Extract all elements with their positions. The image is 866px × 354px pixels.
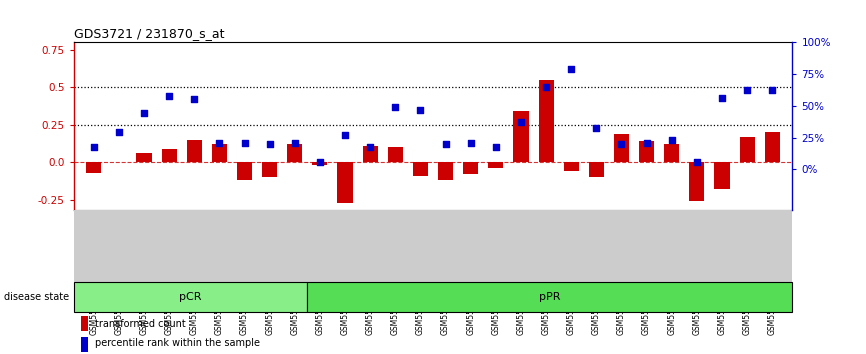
- Point: [288, 140, 301, 145]
- Point: [187, 97, 201, 102]
- Bar: [488, 162, 503, 168]
- Bar: [307, 282, 792, 312]
- Text: pCR: pCR: [179, 292, 202, 302]
- Bar: [81, 316, 88, 331]
- Point: [464, 140, 478, 145]
- Point: [162, 93, 176, 99]
- Bar: [212, 144, 227, 162]
- Bar: [363, 146, 378, 162]
- Point: [565, 67, 578, 72]
- Bar: [664, 144, 679, 162]
- Point: [715, 95, 729, 101]
- Bar: [237, 162, 252, 180]
- Point: [514, 119, 528, 125]
- Bar: [714, 162, 729, 189]
- Point: [87, 144, 100, 150]
- Point: [615, 141, 629, 147]
- Bar: [313, 162, 327, 165]
- Bar: [413, 162, 428, 176]
- Point: [540, 85, 553, 90]
- Bar: [765, 132, 779, 162]
- Bar: [137, 153, 152, 162]
- Bar: [288, 144, 302, 162]
- Point: [665, 137, 679, 143]
- Bar: [539, 80, 553, 162]
- Bar: [187, 140, 202, 162]
- Point: [489, 144, 503, 150]
- Text: percentile rank within the sample: percentile rank within the sample: [95, 338, 260, 348]
- Bar: [81, 337, 88, 352]
- Text: transformed count: transformed count: [95, 319, 186, 329]
- Bar: [589, 162, 604, 177]
- Bar: [74, 282, 307, 312]
- Point: [212, 140, 226, 145]
- Point: [590, 125, 604, 131]
- Point: [112, 130, 126, 135]
- Bar: [564, 162, 578, 171]
- Text: pPR: pPR: [540, 292, 560, 302]
- Point: [137, 110, 151, 116]
- Bar: [639, 141, 654, 162]
- Bar: [463, 162, 478, 174]
- Point: [439, 141, 453, 147]
- Point: [766, 87, 779, 93]
- Bar: [514, 111, 528, 162]
- Bar: [740, 137, 754, 162]
- Point: [262, 141, 276, 147]
- Point: [313, 159, 326, 165]
- Bar: [689, 162, 704, 201]
- Point: [640, 140, 654, 145]
- Point: [740, 87, 754, 93]
- Text: GDS3721 / 231870_s_at: GDS3721 / 231870_s_at: [74, 27, 224, 40]
- Bar: [614, 134, 629, 162]
- Point: [338, 132, 352, 138]
- Bar: [438, 162, 453, 180]
- Bar: [388, 147, 403, 162]
- Bar: [162, 149, 177, 162]
- Point: [690, 159, 704, 165]
- Point: [363, 144, 377, 150]
- Point: [413, 107, 427, 113]
- Point: [237, 140, 251, 145]
- Point: [388, 104, 402, 110]
- Bar: [87, 162, 101, 173]
- Bar: [262, 162, 277, 177]
- Text: disease state: disease state: [4, 292, 69, 302]
- Bar: [338, 162, 352, 202]
